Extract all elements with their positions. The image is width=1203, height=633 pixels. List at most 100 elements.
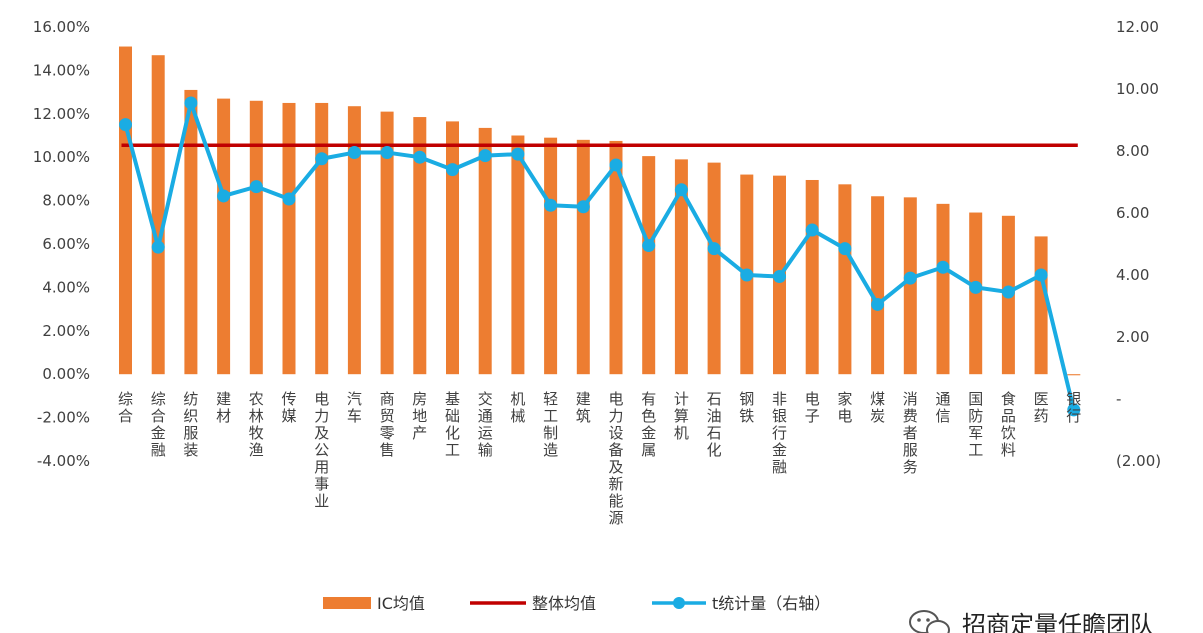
legend-swatch-ic (323, 597, 371, 609)
left-tick-label: 0.00% (42, 365, 90, 383)
bar (413, 117, 427, 375)
right-axis: 12.00 10.00 8.00 6.00 4.00 2.00 - (2.00) (1116, 18, 1161, 470)
legend: IC均值 整体均值 t统计量（右轴） (323, 594, 830, 613)
legend-label-t: t统计量（右轴） (712, 594, 830, 613)
legend-label-mean: 整体均值 (532, 594, 596, 613)
bar (249, 100, 263, 375)
bar-series (119, 46, 1081, 376)
t-stat-point (903, 271, 917, 285)
t-stat-point (707, 242, 721, 256)
t-stat-point (838, 242, 852, 256)
category-label: 有色金属 (641, 390, 656, 459)
bar (544, 137, 558, 375)
t-stat-point (805, 223, 819, 237)
t-stat-point (282, 192, 296, 206)
bar (282, 102, 296, 375)
t-stat-point (347, 146, 361, 160)
category-label: 计算机 (674, 390, 689, 442)
t-stat-point (544, 198, 558, 212)
watermark: 招商定量任瞻团队 (909, 610, 1154, 633)
right-tick-label: 12.00 (1116, 18, 1159, 36)
t-stat-point (969, 280, 983, 294)
t-stat-point (642, 239, 656, 253)
t-stat-point (936, 260, 950, 274)
right-tick-label: 6.00 (1116, 204, 1149, 222)
category-label: 汽车 (347, 390, 362, 425)
left-tick-label: 6.00% (42, 235, 90, 253)
category-label: 纺织服装 (183, 390, 198, 459)
t-stat-point (871, 297, 885, 311)
t-stat-point (674, 183, 688, 197)
t-stat-point (609, 158, 623, 172)
wechat-icon (909, 610, 950, 633)
left-axis: 16.00% 14.00% 12.00% 10.00% 8.00% 6.00% 4.00% 2… (33, 18, 90, 470)
category-label: 石油石化 (707, 390, 722, 459)
bar (936, 203, 950, 375)
left-tick-label: 4.00% (42, 278, 90, 296)
right-tick-label: - (1116, 390, 1121, 408)
category-label: 家电 (837, 390, 852, 425)
t-stat-point (249, 180, 263, 194)
t-stat-point (576, 200, 590, 214)
t-stat-point (315, 152, 329, 166)
category-label: 国防军工 (968, 390, 983, 459)
bar (446, 121, 459, 375)
category-label: 钢铁 (739, 390, 754, 425)
category-label: 电力设备及新能源 (608, 390, 623, 527)
legend-label-ic: IC均值 (377, 594, 425, 613)
t-stat-point (478, 149, 492, 163)
category-labels: 综合 综合金融 纺织服装 建材 农林牧渔 传媒 电力及公用事业 汽车 商贸零售 房地产 基础化工 交通… (118, 390, 1081, 527)
category-label: 综合 (118, 390, 133, 425)
category-label: 通信 (935, 390, 950, 425)
t-stat-point (151, 240, 165, 254)
category-label: 电力及公用事业 (314, 390, 329, 510)
t-stat-point (773, 270, 786, 284)
bar (674, 159, 688, 375)
t-stat-point (380, 146, 394, 160)
left-tick-label: 2.00% (42, 322, 90, 340)
bar (380, 111, 394, 375)
t-stat-point (1001, 285, 1015, 299)
bar (1034, 236, 1048, 375)
t-stat-point (446, 163, 459, 177)
category-label: 电子 (805, 390, 820, 425)
category-label: 交通运输 (478, 390, 493, 459)
bar (1067, 374, 1081, 376)
category-label: 食品饮料 (1001, 390, 1016, 459)
bar (119, 46, 132, 375)
category-label: 建材 (216, 390, 231, 425)
bar (642, 156, 656, 375)
category-label: 房地产 (412, 390, 427, 442)
left-tick-label: 16.00% (33, 18, 90, 36)
left-tick-label: -2.00% (37, 409, 90, 427)
bar (315, 102, 329, 375)
t-stat-point (184, 96, 198, 110)
category-label: 基础化工 (445, 390, 460, 459)
watermark-text: 招商定量任瞻团队 (962, 611, 1154, 633)
category-label: 农林牧渔 (249, 390, 264, 459)
category-label: 轻工制造 (543, 390, 558, 459)
t-stat-point (217, 189, 231, 203)
bar (838, 184, 852, 375)
bar (347, 106, 361, 375)
t-stat-point (1067, 403, 1081, 417)
category-label: 机械 (510, 390, 525, 425)
right-tick-label: (2.00) (1116, 452, 1161, 470)
t-stat-point (119, 118, 132, 132)
bar (805, 179, 819, 375)
category-label: 医药 (1034, 390, 1049, 425)
category-label: 煤炭 (870, 390, 885, 425)
right-tick-label: 8.00 (1116, 142, 1149, 160)
category-label: 消费者服务 (903, 390, 918, 476)
bar (478, 127, 492, 375)
bar (184, 89, 198, 375)
bar (707, 162, 721, 375)
bar (871, 196, 885, 375)
category-label: 综合金融 (151, 390, 166, 459)
bar (576, 139, 590, 375)
right-tick-label: 10.00 (1116, 80, 1159, 98)
t-stat-point (740, 268, 754, 282)
category-label: 银行 (1066, 390, 1081, 425)
category-label: 商贸零售 (380, 390, 395, 459)
